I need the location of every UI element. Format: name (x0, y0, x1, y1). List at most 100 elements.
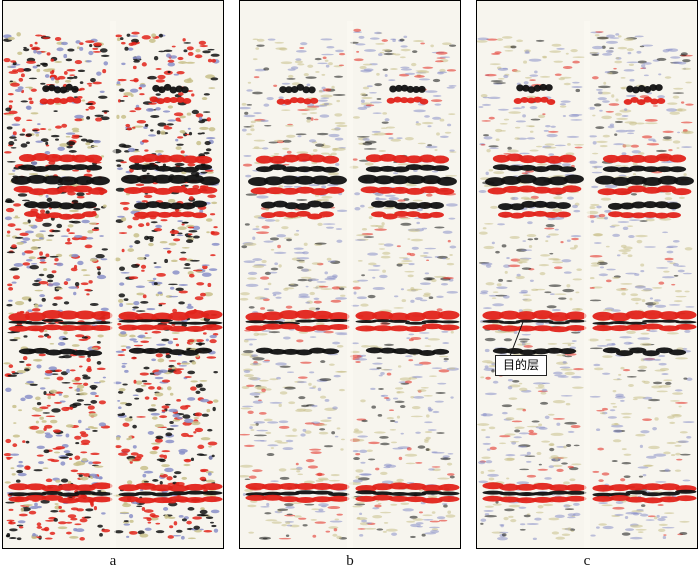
reflector-segment (616, 154, 634, 163)
amplitude-patch (315, 307, 321, 310)
reflector-segment (71, 349, 89, 356)
amplitude-patch (173, 112, 184, 117)
amplitude-patch (630, 293, 639, 297)
amplitude-patch (415, 297, 423, 301)
amplitude-patch (25, 105, 32, 110)
amplitude-patch (137, 335, 144, 338)
amplitude-patch (129, 519, 134, 523)
amplitude-patch (658, 73, 662, 76)
amplitude-patch (16, 469, 24, 474)
amplitude-patch (80, 138, 88, 142)
amplitude-patch (52, 302, 58, 306)
reflector-segment (245, 320, 267, 324)
amplitude-patch (32, 282, 41, 287)
amplitude-patch (560, 76, 572, 79)
reflector-segment (128, 164, 147, 170)
amplitude-patch (664, 76, 672, 79)
amplitude-patch (569, 478, 576, 482)
amplitude-patch (288, 401, 296, 405)
amplitude-patch (20, 73, 25, 78)
amplitude-patch (31, 414, 42, 417)
reflector-segment (642, 310, 664, 320)
amplitude-patch (301, 113, 308, 115)
amplitude-patch (621, 462, 632, 465)
amplitude-patch (537, 384, 545, 388)
amplitude-patch (572, 56, 586, 58)
amplitude-patch (513, 70, 521, 73)
reflector-segment (25, 321, 47, 325)
amplitude-patch (480, 94, 488, 98)
amplitude-patch (135, 200, 142, 203)
amplitude-patch (23, 46, 27, 49)
amplitude-patch (400, 222, 412, 226)
amplitude-patch (135, 285, 146, 289)
amplitude-patch (39, 387, 46, 390)
amplitude-patch (163, 126, 173, 130)
amplitude-patch (207, 282, 212, 288)
amplitude-patch (389, 419, 396, 423)
amplitude-patch (240, 352, 253, 356)
amplitude-patch (102, 69, 107, 74)
amplitude-patch (96, 367, 106, 371)
amplitude-patch (168, 283, 178, 286)
amplitude-patch (313, 297, 320, 301)
amplitude-patch (575, 291, 580, 294)
amplitude-patch (518, 382, 523, 385)
amplitude-patch (665, 192, 672, 196)
amplitude-patch (126, 127, 132, 131)
amplitude-patch (637, 531, 644, 534)
amplitude-patch (242, 350, 254, 354)
amplitude-patch (201, 132, 205, 135)
reflector-segment (673, 176, 694, 186)
reflector-segment (372, 491, 394, 496)
amplitude-patch (74, 118, 83, 122)
amplitude-patch (39, 251, 43, 256)
amplitude-patch (246, 384, 255, 387)
amplitude-patch (246, 89, 253, 92)
amplitude-patch (147, 521, 152, 524)
amplitude-patch (132, 216, 140, 221)
amplitude-patch (8, 537, 17, 540)
amplitude-patch (639, 444, 643, 448)
reflector-segment (642, 483, 664, 491)
amplitude-patch (535, 387, 545, 389)
amplitude-patch (317, 472, 323, 477)
amplitude-patch (55, 287, 63, 290)
amplitude-patch (327, 172, 339, 176)
amplitude-patch (160, 219, 168, 222)
amplitude-patch (264, 219, 276, 222)
amplitude-patch (320, 360, 326, 363)
amplitude-patch (90, 452, 100, 456)
amplitude-patch (380, 255, 391, 259)
amplitude-patch (84, 516, 92, 519)
amplitude-patch (181, 247, 190, 249)
amplitude-patch (129, 334, 136, 338)
amplitude-patch (332, 147, 339, 150)
amplitude-patch (195, 113, 204, 118)
reflector-segment (180, 202, 196, 210)
amplitude-patch (495, 138, 500, 141)
amplitude-patch (171, 233, 175, 237)
reflector-segment (405, 321, 427, 325)
reflector-segment (438, 320, 460, 324)
amplitude-patch (187, 537, 196, 540)
amplitude-patch (45, 144, 50, 147)
reflector-segment (311, 324, 333, 331)
amplitude-patch (447, 239, 451, 243)
amplitude-patch (481, 262, 493, 266)
amplitude-patch (591, 171, 603, 174)
amplitude-patch (260, 276, 270, 280)
amplitude-patch (210, 53, 220, 57)
amplitude-patch (490, 52, 501, 55)
reflector-segment (73, 185, 93, 193)
amplitude-patch (412, 199, 423, 202)
amplitude-patch (645, 455, 657, 459)
amplitude-patch (78, 419, 82, 424)
reflector-segment (183, 174, 205, 184)
amplitude-patch (478, 460, 486, 465)
amplitude-patch (262, 537, 268, 540)
amplitude-patch (498, 278, 504, 282)
amplitude-patch (49, 419, 58, 424)
reflector-segment (263, 176, 285, 186)
amplitude-patch (176, 143, 184, 146)
